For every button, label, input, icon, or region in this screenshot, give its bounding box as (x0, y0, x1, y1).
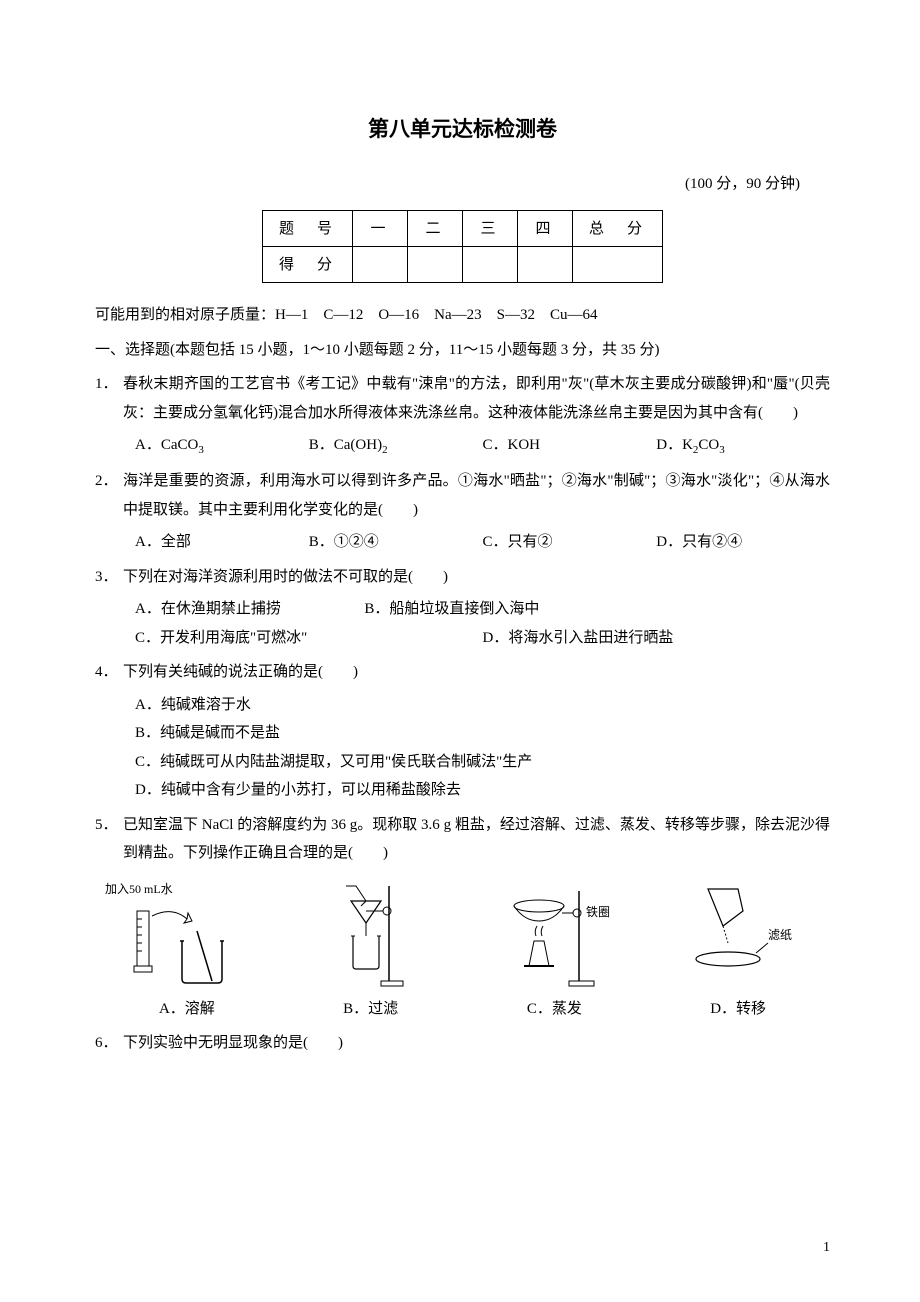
page-number: 1 (823, 1235, 830, 1262)
option-a: A．全部 (135, 528, 309, 557)
options: A．在休渔期禁止捕捞 B．船舶垃圾直接倒入海中 C．开发利用海底"可燃冰" D．… (123, 595, 830, 652)
question-5: 5． 已知室温下 NaCl 的溶解度约为 36 g。现称取 3.6 g 粗盐，经… (95, 811, 830, 868)
options: A．纯碱难溶于水 B．纯碱是碱而不是盐 C．纯碱既可从内陆盐湖提取，又可用"侯氏… (123, 691, 830, 805)
figure-d: 滤纸 (646, 881, 830, 991)
header-cell: 一 (353, 211, 408, 247)
score-cell (573, 247, 663, 283)
question-text: 已知室温下 NaCl 的溶解度约为 36 g。现称取 3.6 g 粗盐，经过溶解… (123, 817, 830, 862)
option-d: D．K2CO3 (656, 431, 830, 461)
header-cell: 总 分 (573, 211, 663, 247)
table-row: 题 号 一 二 三 四 总 分 (263, 211, 663, 247)
page-title: 第八单元达标检测卷 (95, 110, 830, 150)
question-number: 5． (95, 811, 123, 868)
question-text: 下列在对海洋资源利用时的做法不可取的是( ) (123, 569, 448, 585)
question-1: 1． 春秋末期齐国的工艺官书《考工记》中载有"涑帛"的方法，即利用"灰"(草木灰… (95, 370, 830, 461)
caption-b: B．过滤 (279, 995, 463, 1024)
question-body: 下列有关纯碱的说法正确的是( ) A．纯碱难溶于水 B．纯碱是碱而不是盐 C．纯… (123, 658, 830, 805)
exam-meta: (100 分，90 分钟) (95, 170, 830, 199)
option-b: B．纯碱是碱而不是盐 (135, 719, 830, 748)
svg-text:滤纸: 滤纸 (768, 928, 792, 942)
score-cell (463, 247, 518, 283)
caption-a: A．溶解 (95, 995, 279, 1024)
evaporate-icon: 铁圈 (484, 881, 624, 991)
question-text: 下列实验中无明显现象的是( ) (123, 1035, 343, 1051)
options: A．CaCO3 B．Ca(OH)2 C．KOH D．K2CO3 (123, 431, 830, 461)
figures-row: 加入50 mL水 (95, 878, 830, 991)
options: A．全部 B．①②④ C．只有② D．只有②④ (123, 528, 830, 557)
svg-text:铁圈: 铁圈 (586, 905, 610, 919)
option-c: C．只有② (483, 528, 657, 557)
score-cell (408, 247, 463, 283)
question-text: 下列有关纯碱的说法正确的是( ) (123, 664, 358, 680)
question-number: 4． (95, 658, 123, 805)
question-4: 4． 下列有关纯碱的说法正确的是( ) A．纯碱难溶于水 B．纯碱是碱而不是盐 … (95, 658, 830, 805)
option-b: B．船舶垃圾直接倒入海中 (364, 595, 830, 624)
option-c: C．KOH (483, 431, 657, 461)
transfer-icon: 滤纸 (668, 881, 808, 991)
question-6: 6． 下列实验中无明显现象的是( ) (95, 1029, 830, 1058)
question-body: 春秋末期齐国的工艺官书《考工记》中载有"涑帛"的方法，即利用"灰"(草木灰主要成… (123, 370, 830, 461)
question-body: 海洋是重要的资源，利用海水可以得到许多产品。①海水"晒盐"；②海水"制碱"；③海… (123, 467, 830, 557)
dissolve-icon (122, 901, 252, 991)
question-text: 春秋末期齐国的工艺官书《考工记》中载有"涑帛"的方法，即利用"灰"(草木灰主要成… (123, 376, 830, 421)
figure-b (279, 881, 463, 991)
option-d: D．纯碱中含有少量的小苏打，可以用稀盐酸除去 (135, 776, 830, 805)
option-d: D．将海水引入盐田进行晒盐 (483, 624, 831, 653)
option-c: C．开发利用海底"可燃冰" (135, 624, 483, 653)
caption-c: C．蒸发 (463, 995, 647, 1024)
question-number: 3． (95, 563, 123, 653)
option-a: A．纯碱难溶于水 (135, 691, 830, 720)
score-table: 题 号 一 二 三 四 总 分 得 分 (262, 210, 663, 283)
option-b: B．①②④ (309, 528, 483, 557)
atomic-mass-info: 可能用到的相对原子质量：H—1 C—12 O—16 Na—23 S—32 Cu—… (95, 301, 830, 330)
option-b: B．Ca(OH)2 (309, 431, 483, 461)
figure-c: 铁圈 (463, 881, 647, 991)
section-heading: 一、选择题(本题包括 15 小题，1～10 小题每题 2 分，11～15 小题每… (95, 336, 830, 365)
header-cell: 四 (518, 211, 573, 247)
score-cell: 得 分 (263, 247, 353, 283)
question-3: 3． 下列在对海洋资源利用时的做法不可取的是( ) A．在休渔期禁止捕捞 B．船… (95, 563, 830, 653)
question-text: 海洋是重要的资源，利用海水可以得到许多产品。①海水"晒盐"；②海水"制碱"；③海… (123, 473, 830, 518)
question-body: 下列实验中无明显现象的是( ) (123, 1029, 830, 1058)
question-body: 下列在对海洋资源利用时的做法不可取的是( ) A．在休渔期禁止捕捞 B．船舶垃圾… (123, 563, 830, 653)
table-row: 得 分 (263, 247, 663, 283)
header-cell: 题 号 (263, 211, 353, 247)
question-body: 已知室温下 NaCl 的溶解度约为 36 g。现称取 3.6 g 粗盐，经过溶解… (123, 811, 830, 868)
filter-icon (311, 881, 431, 991)
figure-a: 加入50 mL水 (95, 878, 279, 991)
question-number: 6． (95, 1029, 123, 1058)
option-d: D．只有②④ (656, 528, 830, 557)
question-number: 2． (95, 467, 123, 557)
figure-captions: A．溶解 B．过滤 C．蒸发 D．转移 (95, 995, 830, 1024)
option-a: A．CaCO3 (135, 431, 309, 461)
caption-d: D．转移 (646, 995, 830, 1024)
score-cell (353, 247, 408, 283)
header-cell: 二 (408, 211, 463, 247)
header-cell: 三 (463, 211, 518, 247)
option-c: C．纯碱既可从内陆盐湖提取，又可用"侯氏联合制碱法"生产 (135, 748, 830, 777)
question-2: 2． 海洋是重要的资源，利用海水可以得到许多产品。①海水"晒盐"；②海水"制碱"… (95, 467, 830, 557)
question-number: 1． (95, 370, 123, 461)
figure-a-label: 加入50 mL水 (105, 878, 279, 901)
option-a: A．在休渔期禁止捕捞 (135, 595, 364, 624)
score-cell (518, 247, 573, 283)
